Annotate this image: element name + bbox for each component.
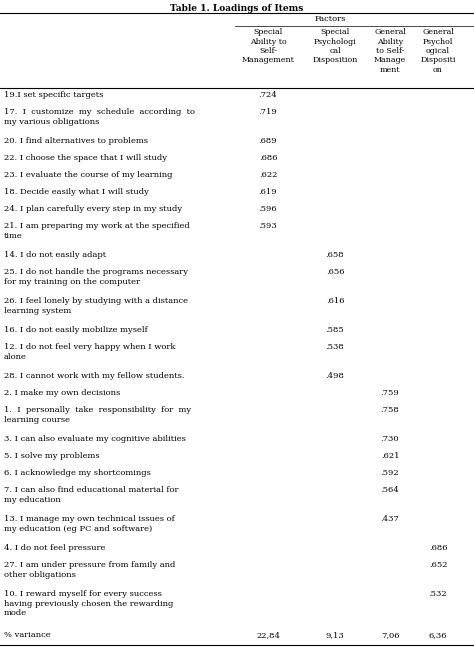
Text: Factors: Factors — [314, 15, 346, 23]
Text: .585: .585 — [326, 326, 345, 334]
Text: Table 1. Loadings of Items: Table 1. Loadings of Items — [170, 4, 304, 13]
Text: General
Ability
to Self-
Manage
ment: General Ability to Self- Manage ment — [374, 28, 406, 74]
Text: 19.I set specific targets: 19.I set specific targets — [4, 91, 103, 99]
Text: General
Psychol
ogical
Dispositi
on: General Psychol ogical Dispositi on — [420, 28, 456, 74]
Text: .652: .652 — [429, 561, 447, 570]
Text: .593: .593 — [259, 222, 277, 230]
Text: 20. I find alternatives to problems: 20. I find alternatives to problems — [4, 137, 148, 145]
Text: 9,13: 9,13 — [326, 631, 345, 639]
Text: .437: .437 — [381, 515, 400, 523]
Text: 14. I do not easily adapt: 14. I do not easily adapt — [4, 251, 106, 259]
Text: Special
Psychologi
cal
Disposition: Special Psychologi cal Disposition — [312, 28, 358, 65]
Text: 22,84: 22,84 — [256, 631, 280, 639]
Text: 24. I plan carefully every step in my study: 24. I plan carefully every step in my st… — [4, 205, 182, 213]
Text: .564: .564 — [381, 486, 400, 494]
Text: 7. I can also find educational material for
my education: 7. I can also find educational material … — [4, 486, 179, 504]
Text: 5. I solve my problems: 5. I solve my problems — [4, 452, 100, 460]
Text: 6. I acknowledge my shortcomings: 6. I acknowledge my shortcomings — [4, 469, 151, 477]
Text: .619: .619 — [259, 188, 277, 196]
Text: 4. I do not feel pressure: 4. I do not feel pressure — [4, 544, 105, 552]
Text: 25. I do not handle the programs necessary
for my training on the computer: 25. I do not handle the programs necessa… — [4, 269, 188, 286]
Text: .658: .658 — [326, 251, 344, 259]
Text: .758: .758 — [381, 407, 400, 414]
Text: 17.  I  customize  my  schedule  according  to
my various obligations: 17. I customize my schedule according to… — [4, 108, 195, 125]
Text: 7,06: 7,06 — [381, 631, 399, 639]
Text: 16. I do not easily mobilize myself: 16. I do not easily mobilize myself — [4, 326, 148, 334]
Text: .596: .596 — [259, 205, 277, 213]
Text: Special
Ability to
Self-
Management: Special Ability to Self- Management — [242, 28, 294, 65]
Text: 26. I feel lonely by studying with a distance
learning system: 26. I feel lonely by studying with a dis… — [4, 297, 188, 315]
Text: 13. I manage my own technical issues of
my education (eg PC and software): 13. I manage my own technical issues of … — [4, 515, 175, 533]
Text: .686: .686 — [429, 544, 447, 552]
Text: .622: .622 — [259, 171, 277, 179]
Text: .730: .730 — [381, 435, 399, 443]
Text: .616: .616 — [326, 297, 344, 305]
Text: .592: .592 — [381, 469, 399, 477]
Text: .532: .532 — [428, 590, 447, 598]
Text: .498: .498 — [326, 372, 345, 380]
Text: 18. Decide easily what I will study: 18. Decide easily what I will study — [4, 188, 149, 196]
Text: 1.  I  personally  take  responsibility  for  my
learning course: 1. I personally take responsibility for … — [4, 407, 191, 424]
Text: .621: .621 — [381, 452, 399, 460]
Text: 6,36: 6,36 — [429, 631, 447, 639]
Text: 27. I am under pressure from family and
other obligations: 27. I am under pressure from family and … — [4, 561, 175, 579]
Text: 23. I evaluate the course of my learning: 23. I evaluate the course of my learning — [4, 171, 173, 179]
Text: .686: .686 — [259, 154, 277, 162]
Text: 12. I do not feel very happy when I work
alone: 12. I do not feel very happy when I work… — [4, 343, 175, 361]
Text: 3. I can also evaluate my cognitive abilities: 3. I can also evaluate my cognitive abil… — [4, 435, 186, 443]
Text: .538: .538 — [326, 343, 345, 351]
Text: 28. I cannot work with my fellow students.: 28. I cannot work with my fellow student… — [4, 372, 184, 380]
Text: 21. I am preparing my work at the specified
time: 21. I am preparing my work at the specif… — [4, 222, 190, 240]
Text: % variance: % variance — [4, 631, 51, 639]
Text: 10. I reward myself for every success
having previously chosen the rewarding
mod: 10. I reward myself for every success ha… — [4, 590, 173, 617]
Text: 22. I choose the space that I will study: 22. I choose the space that I will study — [4, 154, 167, 162]
Text: .656: .656 — [326, 269, 344, 277]
Text: 2. I make my own decisions: 2. I make my own decisions — [4, 389, 120, 397]
Text: .689: .689 — [259, 137, 277, 145]
Text: .724: .724 — [259, 91, 277, 99]
Text: .719: .719 — [259, 108, 277, 116]
Text: .759: .759 — [381, 389, 400, 397]
